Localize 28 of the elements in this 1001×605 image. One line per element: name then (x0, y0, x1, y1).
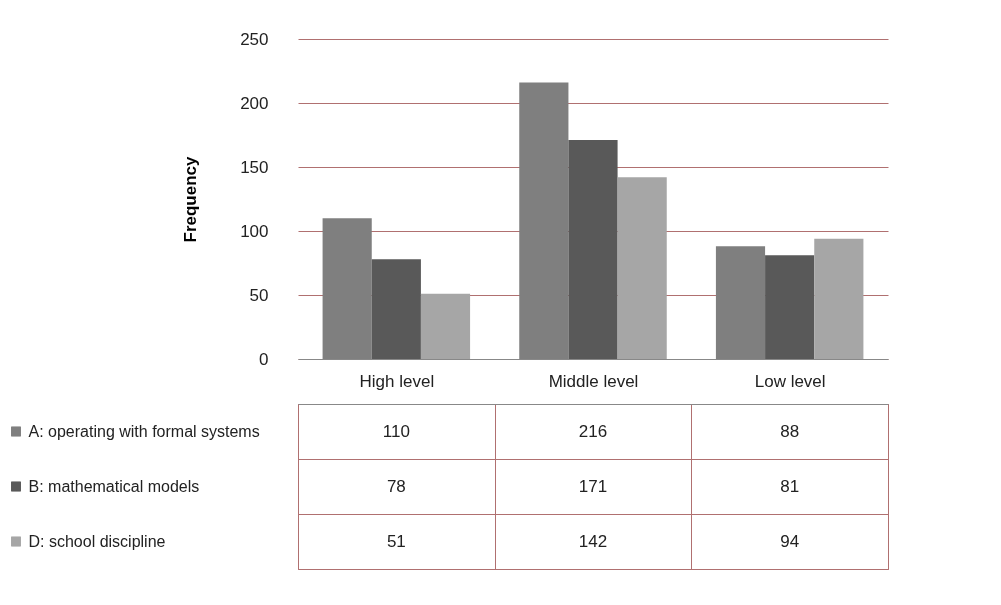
bar (765, 255, 815, 359)
data-label: 78 (386, 476, 406, 496)
data-label: 81 (780, 476, 800, 496)
data-label: 171 (578, 476, 608, 496)
y-tick-label: 250 (240, 29, 269, 49)
data-label: 142 (578, 531, 608, 551)
bar (371, 259, 421, 359)
y-tick-label: 200 (240, 93, 269, 113)
data-label: 216 (578, 421, 608, 441)
y-axis-title: Frequency (181, 155, 201, 243)
data-label: 110 (382, 421, 410, 441)
bar (617, 177, 667, 359)
bar (814, 238, 864, 359)
x-tick-label: High level (359, 371, 435, 391)
data-label: 94 (780, 531, 800, 551)
x-tick-label: Low level (754, 371, 826, 391)
legend-label: A: operating with formal systems (28, 423, 260, 440)
data-label: 51 (386, 531, 406, 551)
x-tick-label: Middle level (548, 371, 639, 391)
y-tick-label: 50 (249, 285, 269, 305)
bar (568, 140, 618, 359)
data-label: 88 (780, 421, 800, 441)
y-tick-label: 100 (240, 221, 269, 241)
y-tick-label: 150 (240, 157, 269, 177)
bar (420, 293, 471, 359)
legend-label: D: school discipline (28, 533, 166, 550)
y-tick-label: 0 (259, 349, 269, 369)
legend-label: B: mathematical models (28, 478, 200, 495)
